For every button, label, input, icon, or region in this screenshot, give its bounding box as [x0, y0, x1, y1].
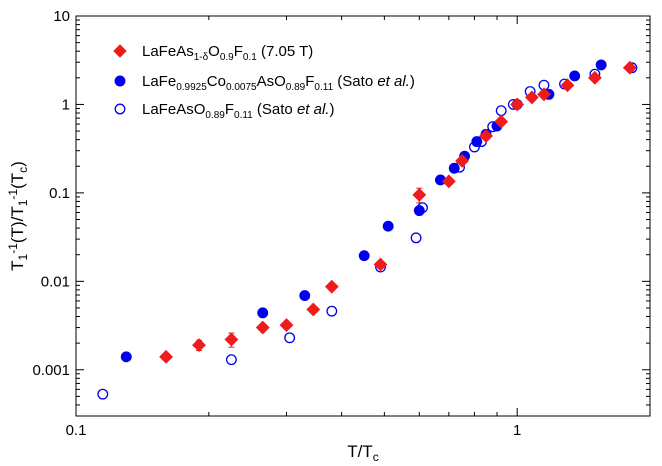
text-part: O [208, 43, 220, 60]
text-part: 0.11 [234, 110, 253, 121]
data-point [622, 60, 637, 75]
data-point [537, 87, 551, 102]
legend: LaFeAs1-δ​O0.9​F0.1​ (7.05 T) LaFe0.9925​… [113, 43, 415, 121]
x-axis-title-sub: c [373, 450, 379, 464]
data-point [455, 153, 469, 168]
x-axis-title: T/Tc [347, 442, 379, 464]
text-part: ) [329, 101, 334, 118]
text-part: LaFe [142, 73, 176, 90]
data-point [284, 332, 296, 344]
data-point [494, 114, 509, 129]
text-part: 0.9 [220, 52, 234, 63]
text-part: -1 [6, 243, 20, 254]
data-point [255, 320, 270, 335]
text-part: et al. [377, 73, 410, 90]
text-part: 1 [16, 199, 30, 206]
x-tick-label: 0.1 [66, 422, 87, 439]
legend-label: LaFe0.9925​Co0.0075​AsO0.89​F0.11​ (Sato… [142, 73, 415, 93]
text-part: -1 [6, 189, 20, 200]
text-part: 0.0075 [226, 82, 257, 93]
text-part: LaFeAsO [142, 101, 205, 118]
data-point [97, 388, 109, 400]
text-part: (7.05 T) [257, 43, 313, 60]
data-point [299, 290, 311, 302]
plot-frame [75, 15, 651, 417]
legend-item: LaFe0.9925​Co0.0075​AsO0.89​F0.11​ (Sato… [114, 73, 415, 93]
data-point [410, 232, 422, 244]
data-point [159, 349, 173, 364]
data-point [471, 136, 483, 148]
text-part: Co [207, 73, 226, 90]
text-part: et al. [297, 101, 330, 118]
y-axis-title: T1​-1​(T)/T1​-1​(Tc​) [6, 161, 30, 271]
data-point [569, 70, 581, 82]
data-point [448, 162, 460, 174]
data-point [225, 354, 237, 366]
data-point [324, 279, 339, 294]
data-point [373, 257, 388, 272]
text-part: AsO [257, 73, 286, 90]
series-0 [159, 60, 637, 364]
text-part: ) [410, 73, 415, 90]
y-tick-label: 1 [62, 96, 70, 113]
data-point [412, 187, 427, 202]
text-part: T [8, 260, 27, 270]
y-tick-label: 10 [53, 8, 70, 25]
y-tick-label: 0.01 [41, 273, 70, 290]
data-point [510, 97, 525, 112]
legend-marker [114, 75, 126, 87]
text-part: ) [8, 161, 27, 167]
data-point [120, 351, 132, 363]
data-point [525, 90, 539, 105]
data-points [97, 59, 638, 400]
x-tick-label: 1 [513, 422, 521, 439]
legend-item: LaFeAs1-δ​O0.9​F0.1​ (7.05 T) [113, 43, 313, 63]
y-tick-label: 0.1 [49, 185, 70, 202]
text-part: 0.89 [286, 82, 306, 93]
text-part: LaFeAs [142, 43, 194, 60]
text-part: F [234, 43, 243, 60]
text-part: (T)/T [8, 206, 27, 243]
data-point [224, 332, 239, 347]
legend-marker [113, 44, 127, 58]
data-point [479, 129, 493, 143]
text-part: 0.9925 [176, 82, 207, 93]
data-point [192, 338, 206, 353]
data-point [279, 318, 294, 332]
data-point [358, 250, 370, 262]
x-axis-title-main: T/T [347, 442, 373, 461]
text-part: (Sato [333, 73, 377, 90]
data-point [257, 307, 269, 319]
text-part: 1 [16, 253, 30, 260]
text-part: (Sato [253, 101, 297, 118]
text-part: c [16, 167, 30, 173]
data-point [413, 205, 425, 217]
data-point [560, 78, 575, 93]
data-point [306, 302, 321, 317]
y-tick-label: 0.001 [32, 362, 70, 379]
axis-ticks [75, 15, 651, 417]
legend-item: LaFeAsO0.89​F0.11​ (Sato et al.) [114, 101, 334, 121]
data-point [595, 59, 607, 71]
data-point [587, 70, 602, 85]
text-part: (T [8, 173, 27, 189]
text-part: 0.11 [314, 82, 333, 93]
legend-label: LaFeAs1-δ​O0.9​F0.1​ (7.05 T) [142, 43, 313, 63]
text-part: 0.89 [205, 110, 225, 121]
data-point [441, 174, 456, 189]
text-part: 0.1 [243, 52, 257, 63]
legend-label: LaFeAsO0.89​F0.11​ (Sato et al.) [142, 101, 334, 121]
text-part: 1-δ [194, 52, 209, 63]
text-part: F [305, 73, 314, 90]
text-part: F [225, 101, 234, 118]
legend-marker [114, 103, 126, 115]
data-point [495, 105, 507, 117]
data-point [326, 305, 338, 317]
data-point [382, 220, 394, 232]
